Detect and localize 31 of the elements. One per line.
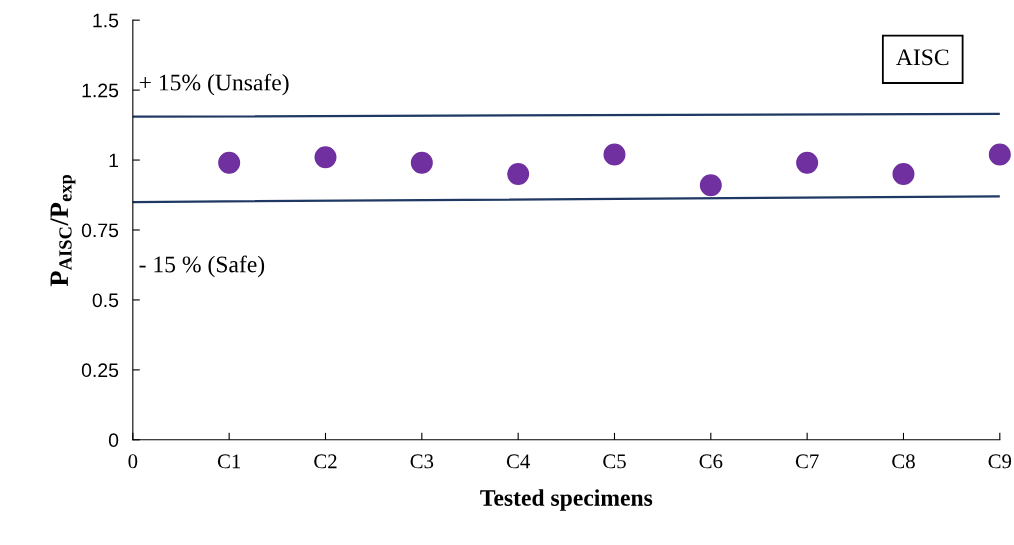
x-tick-label: C1 (217, 454, 241, 469)
x-tick-label: C4 (506, 454, 530, 469)
y-tick-label: 1.25 (82, 83, 119, 98)
y-tick-label: 1 (109, 153, 118, 168)
point (603, 143, 626, 166)
point (218, 151, 241, 174)
x-tick-label: C3 (410, 454, 434, 469)
y-tick-label: 0.5 (92, 293, 119, 308)
point (507, 163, 530, 186)
point (988, 143, 1011, 166)
point (314, 146, 337, 169)
annotation: - 15 % (Safe) (139, 255, 265, 278)
x-axis-title: Tested specimens (480, 489, 653, 511)
y-tick-label: 1.5 (93, 13, 119, 28)
x-tick-label: C2 (314, 454, 337, 469)
point (892, 163, 915, 186)
point (699, 174, 722, 197)
x-tick-label: C7 (795, 454, 819, 469)
x-tick-label: 0 (128, 454, 138, 469)
point (796, 151, 819, 174)
annotation: + 15% (Unsafe) (139, 73, 289, 96)
y-tick-label: 0 (108, 433, 119, 448)
y-axis-title: P$_{AISC}$/P$_{exp}$ (50, 174, 76, 287)
annotation: AISC (896, 49, 949, 66)
y-tick-label: 0.75 (81, 223, 119, 238)
x-tick-label: C8 (892, 454, 915, 469)
x-tick-label: C9 (988, 454, 1012, 469)
y-tick-label: 0.25 (81, 363, 119, 378)
x-tick-label: C6 (699, 454, 723, 469)
point (410, 151, 433, 174)
x-tick-label: C5 (603, 454, 626, 469)
